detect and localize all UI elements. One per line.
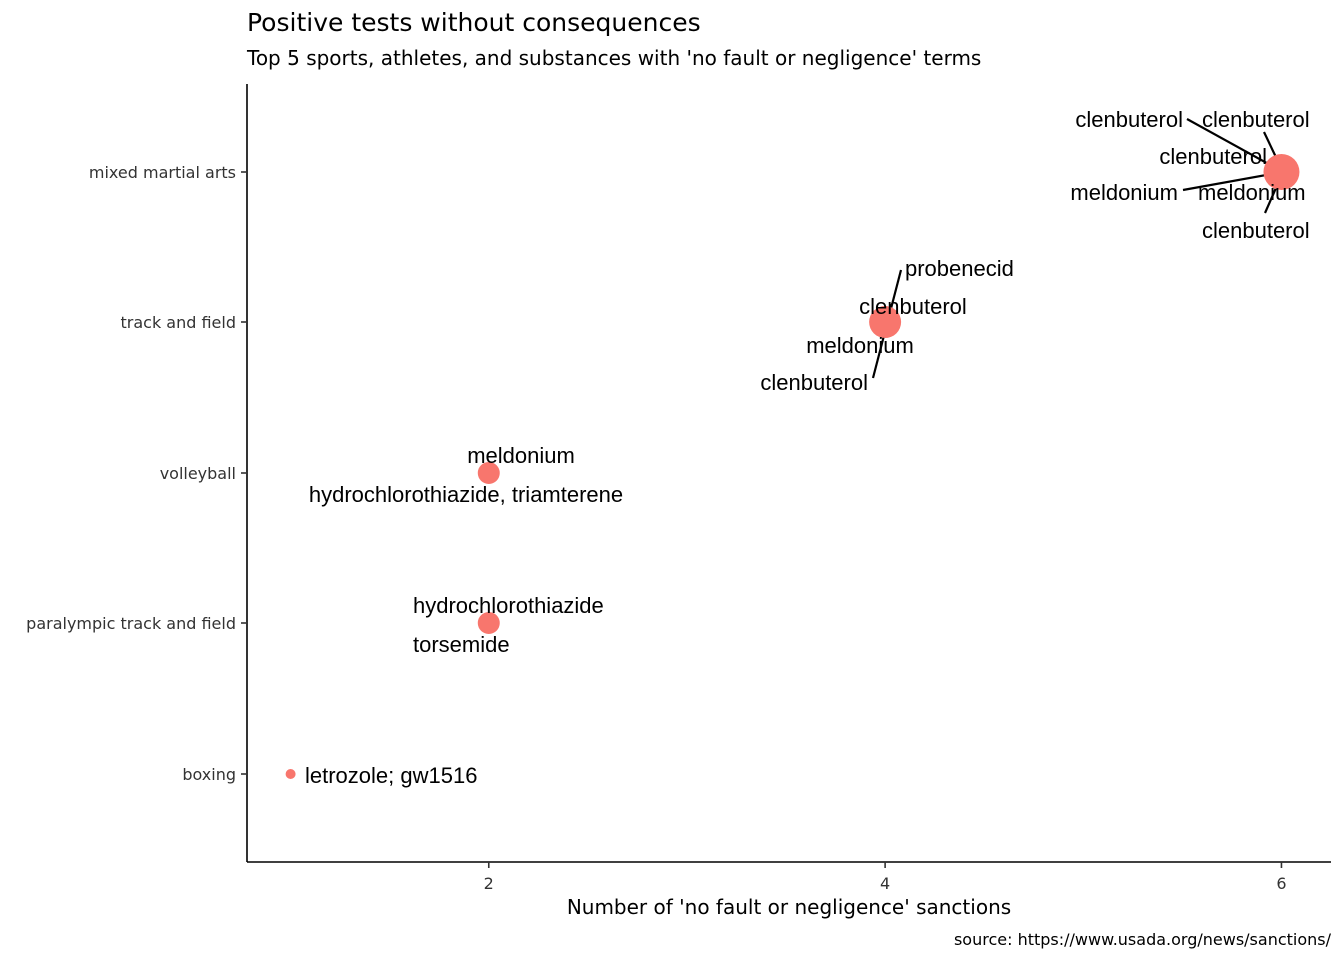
y-ticks: boxing paralympic track and field volleyba… [26,163,247,784]
x-tick-label: 6 [1276,874,1286,893]
x-axis-title: Number of 'no fault or negligence' sanct… [567,895,1011,919]
y-tick-label: paralympic track and field [26,614,236,633]
point-label: clenbuterol [1075,107,1183,132]
chart-subtitle: Top 5 sports, athletes, and substances w… [246,46,981,70]
x-ticks: 2 4 6 [484,862,1287,893]
x-tick-label: 2 [484,874,494,893]
data-point [477,612,500,634]
data-points [285,154,1300,779]
point-label: clenbuterol [1202,107,1310,132]
point-label: probenecid [905,256,1014,281]
chart-caption: source: https://www.usada.org/news/sanct… [954,930,1332,949]
point-label: hydrochlorothiazide [413,593,604,618]
y-tick-label: track and field [120,313,236,332]
data-point [869,306,902,338]
data-point [285,769,296,779]
point-label: clenbuterol [859,294,967,319]
point-label: clenbuterol [1202,218,1310,243]
point-labels: clenbuterol clenbuterol clenbuterol meldoni… [305,107,1310,788]
data-point [1263,154,1300,190]
data-point [477,462,500,484]
point-label: meldonium [467,443,575,468]
y-tick-label: mixed martial arts [89,163,236,182]
x-tick-label: 4 [880,874,890,893]
y-tick-label: boxing [182,765,236,784]
point-label: hydrochlorothiazide, triamterene [309,482,623,507]
point-label: torsemide [413,632,510,657]
point-label: letrozole; gw1516 [305,763,477,788]
point-label: meldonium [1070,180,1178,205]
point-label: meldonium [806,333,914,358]
point-label: meldonium [1198,180,1306,205]
point-label: clenbuterol [1159,144,1267,169]
point-label: clenbuterol [760,370,868,395]
y-tick-label: volleyball [160,464,236,483]
chart-title: Positive tests without consequences [247,8,701,37]
